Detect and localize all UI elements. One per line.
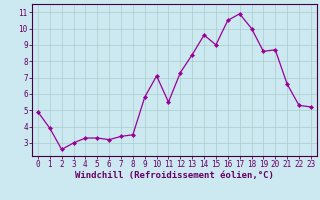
- X-axis label: Windchill (Refroidissement éolien,°C): Windchill (Refroidissement éolien,°C): [75, 171, 274, 180]
